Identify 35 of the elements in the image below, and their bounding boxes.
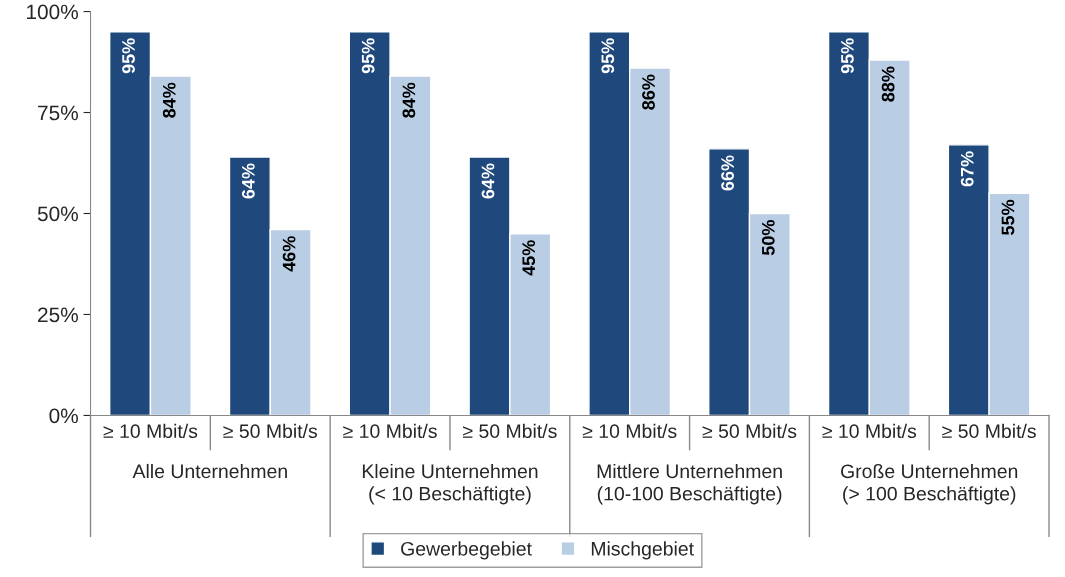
text: Mittlere Unternehmen (10-100 Beschäftigte): [597, 463, 782, 505]
data-label: 86%: [642, 74, 655, 110]
data-label: 95%: [841, 38, 854, 74]
text: Alle Unternehmen: [132, 463, 287, 479]
data-label: 55%: [1001, 199, 1015, 235]
y-tick-label: 75%: [38, 105, 78, 121]
x-tick-label: ≥ 50 Mbit/s: [942, 423, 1036, 439]
data-label: 95%: [122, 38, 135, 74]
data-label: 84%: [402, 82, 416, 118]
legend-label: Gewerbegebiet: [401, 541, 532, 560]
data-label: 64%: [481, 163, 495, 199]
x-tick-label: ≥ 50 Mbit/s: [223, 423, 318, 439]
data-label: 46%: [282, 236, 296, 272]
x-tick-label: ≥ 10 Mbit/s: [343, 423, 437, 439]
text: Große Unternehmen (> 100 Beschäftigte): [841, 463, 1018, 505]
y-tick-label: 100%: [27, 4, 78, 20]
data-label: 50%: [761, 220, 775, 256]
data-label: 67%: [960, 151, 974, 187]
data-label: 95%: [361, 38, 375, 74]
y-tick-label: 50%: [37, 206, 78, 222]
data-label: 95%: [601, 38, 615, 74]
legend-label: Mischgebiet: [591, 541, 694, 560]
x-tick-label: ≥ 50 Mbit/s: [463, 423, 557, 439]
data-label: 66%: [721, 155, 734, 191]
text: Kleine Unternehmen (< 10 Beschäftigte): [362, 463, 538, 505]
x-tick-label: ≥ 10 Mbit/s: [822, 423, 917, 439]
data-label: 45%: [522, 240, 536, 276]
y-tick-label: 25%: [38, 307, 78, 323]
x-tick-label: ≥ 10 Mbit/s: [103, 423, 198, 439]
data-label: 84%: [162, 82, 176, 118]
data-label: 64%: [241, 163, 255, 199]
data-label: 88%: [881, 66, 895, 102]
y-tick-label: 0%: [49, 408, 78, 424]
x-tick-label: ≥ 50 Mbit/s: [702, 423, 797, 439]
x-tick-label: ≥ 10 Mbit/s: [582, 423, 677, 439]
